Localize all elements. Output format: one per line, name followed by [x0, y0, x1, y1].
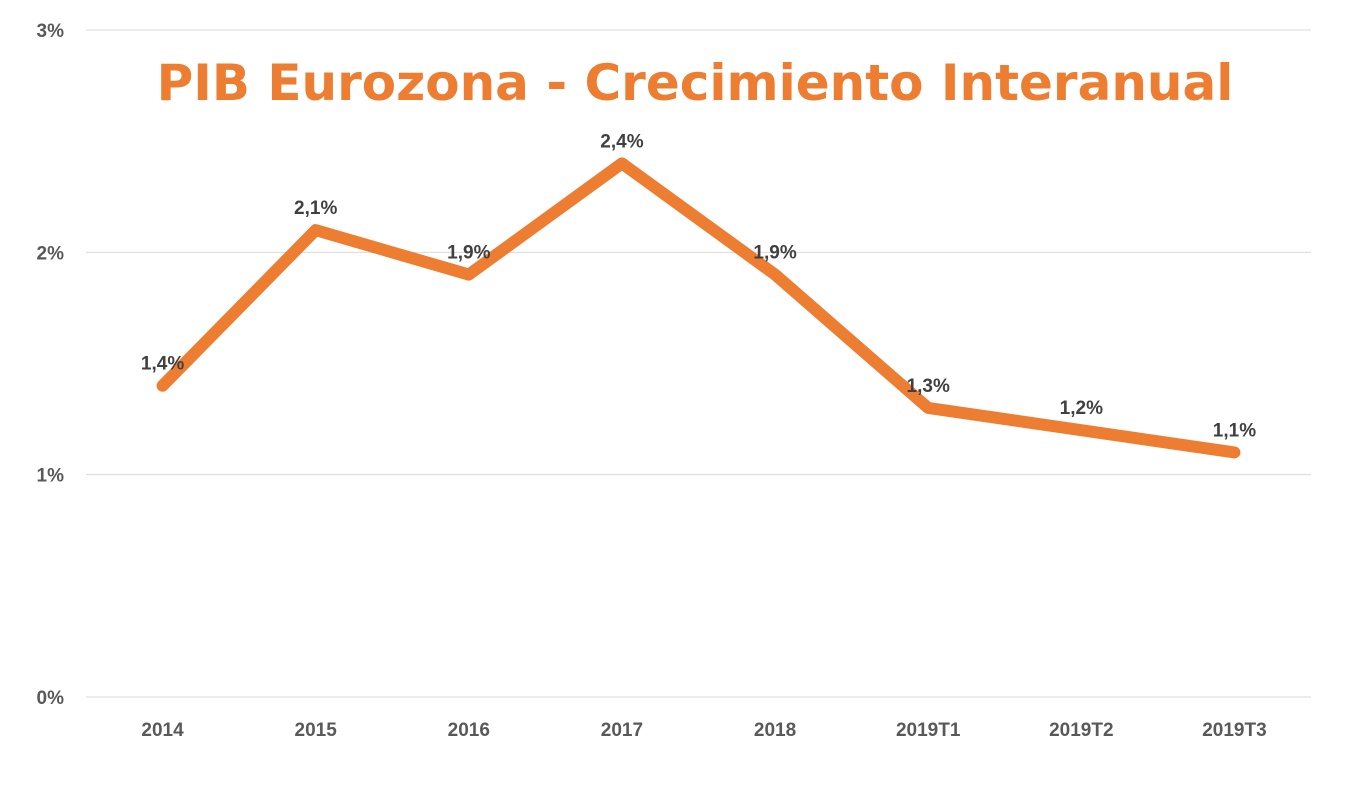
x-tick-label: 2017: [601, 720, 643, 741]
y-tick-label: 3%: [37, 21, 65, 42]
y-tick-label: 1%: [37, 466, 65, 487]
data-label: 1,2%: [1060, 398, 1103, 419]
data-label: 1,9%: [753, 243, 796, 264]
x-tick-label: 2019T3: [1202, 720, 1266, 741]
data-label: 2,1%: [294, 198, 337, 219]
x-tick-label: 2016: [448, 720, 490, 741]
y-tick-label: 0%: [37, 688, 65, 709]
x-tick-label: 2018: [754, 720, 796, 741]
chart-title: PIB Eurozona - Crecimiento Interanual: [157, 54, 1234, 112]
data-label: 1,4%: [141, 354, 184, 375]
x-tick-label: 2019T2: [1049, 720, 1113, 741]
series-line-path: [156, 157, 1241, 459]
x-tick-label: 2014: [141, 720, 184, 741]
data-labels: 1,4% 2,1% 1,9% 2,4% 1,9% 1,3% 1,2% 1,1%: [141, 131, 1256, 441]
x-axis: 2014 2015 2016 2017 2018 2019T1 2019T2 2019T3: [141, 720, 1266, 741]
y-tick-label: 2%: [37, 243, 65, 264]
data-label: 1,3%: [907, 376, 950, 397]
series-line: [156, 157, 1241, 459]
data-label: 1,1%: [1213, 420, 1256, 441]
gridlines: [86, 29, 1311, 698]
x-tick-label: 2015: [295, 720, 338, 741]
data-label: 2,4%: [600, 131, 643, 152]
y-axis: 0% 1% 2% 3%: [37, 21, 65, 709]
x-tick-label: 2019T1: [896, 720, 961, 741]
data-label: 1,9%: [447, 243, 490, 264]
